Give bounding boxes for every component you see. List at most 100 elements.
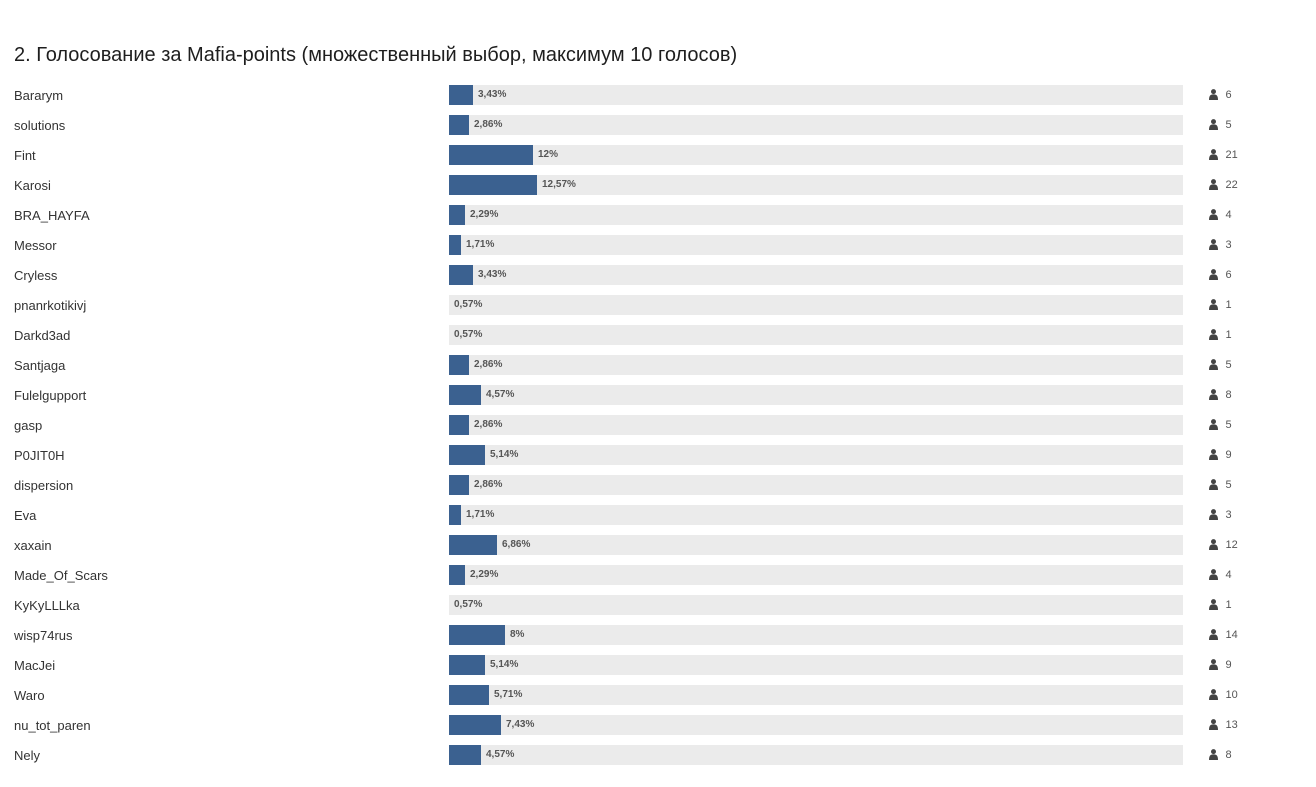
poll-option-label: Eva (14, 508, 37, 523)
poll-option-label: dispersion (14, 478, 74, 493)
user-icon (1209, 149, 1218, 161)
poll-option-row[interactable]: Bararym 3,43% 6 (0, 84, 1316, 114)
poll-option-row[interactable]: solutions 2,86% 5 (0, 114, 1316, 144)
user-icon (1209, 659, 1218, 671)
vote-count-value: 1 (1225, 298, 1232, 311)
poll-bar-track: 7,43% (449, 715, 1183, 735)
poll-option-label: Darkd3ad (14, 328, 71, 343)
poll-bar-track: 3,43% (449, 85, 1183, 105)
poll-percent: 5,14% (490, 659, 519, 670)
user-icon (1209, 599, 1218, 611)
user-icon (1209, 419, 1218, 431)
poll-bar-fill (449, 205, 465, 225)
vote-count-value: 6 (1225, 268, 1232, 281)
poll-bar-track: 5,14% (449, 655, 1183, 675)
poll-option-row[interactable]: Santjaga 2,86% 5 (0, 354, 1316, 384)
user-icon (1209, 299, 1218, 311)
vote-count-value: 9 (1225, 658, 1232, 671)
poll-bar-fill (449, 235, 461, 255)
poll-option-row[interactable]: Nely 4,57% 8 (0, 744, 1316, 774)
poll-bar-fill (449, 415, 469, 435)
poll-bar-fill (449, 115, 469, 135)
vote-count-value: 10 (1225, 688, 1238, 701)
poll-option-row[interactable]: BRA_HAYFA 2,29% 4 (0, 204, 1316, 234)
poll-percent: 8% (510, 629, 525, 640)
poll-percent: 2,86% (474, 119, 503, 130)
poll-percent: 3,43% (478, 89, 507, 100)
poll-bar-track: 2,29% (449, 205, 1183, 225)
poll-percent: 2,29% (470, 569, 499, 580)
poll-vote-count: 8 (1209, 386, 1232, 402)
poll-option-row[interactable]: nu_tot_paren 7,43% 13 (0, 714, 1316, 744)
user-icon (1209, 539, 1218, 551)
user-icon (1209, 449, 1218, 461)
vote-count-value: 1 (1225, 328, 1232, 341)
poll-title: 2. Голосование за Mafia-points (множеств… (14, 44, 738, 66)
poll-percent: 0,57% (454, 599, 483, 610)
user-icon (1209, 479, 1218, 491)
poll-option-row[interactable]: Fulelgupport 4,57% 8 (0, 384, 1316, 414)
poll-vote-count: 1 (1209, 596, 1232, 612)
poll-bar-fill (449, 145, 533, 165)
poll-option-row[interactable]: gasp 2,86% 5 (0, 414, 1316, 444)
poll-option-row[interactable]: Messor 1,71% 3 (0, 234, 1316, 264)
poll-bar-track: 2,29% (449, 565, 1183, 585)
poll-option-label: Messor (14, 238, 57, 253)
poll-vote-count: 6 (1209, 266, 1232, 282)
poll-option-row[interactable]: dispersion 2,86% 5 (0, 474, 1316, 504)
poll-option-label: Fint (14, 148, 36, 163)
poll-option-label: nu_tot_paren (14, 718, 91, 733)
poll-vote-count: 4 (1209, 206, 1232, 222)
poll-bar-fill (449, 385, 481, 405)
poll-bar-track: 0,57% (449, 595, 1183, 615)
poll-bar-fill (449, 565, 465, 585)
poll-bar-track: 0,57% (449, 295, 1183, 315)
poll-option-row[interactable]: P0JIT0H 5,14% 9 (0, 444, 1316, 474)
poll-bar-fill (449, 265, 473, 285)
poll-percent: 12,57% (542, 179, 576, 190)
poll-bar-fill (449, 655, 485, 675)
vote-count-value: 3 (1225, 238, 1232, 251)
vote-count-value: 5 (1225, 478, 1232, 491)
poll-option-row[interactable]: Waro 5,71% 10 (0, 684, 1316, 714)
vote-count-value: 14 (1225, 628, 1238, 641)
poll-option-label: solutions (14, 118, 66, 133)
poll-bar-track: 12% (449, 145, 1183, 165)
poll-percent: 6,86% (502, 539, 531, 550)
poll-percent: 1,71% (466, 239, 495, 250)
poll-bar-fill (449, 685, 489, 705)
poll-option-row[interactable]: xaxain 6,86% 12 (0, 534, 1316, 564)
poll-bar-track: 1,71% (449, 505, 1183, 525)
vote-count-value: 5 (1225, 418, 1232, 431)
poll-option-label: P0JIT0H (14, 448, 65, 463)
vote-count-value: 5 (1225, 358, 1232, 371)
poll-option-row[interactable]: Made_Of_Scars 2,29% 4 (0, 564, 1316, 594)
poll-option-row[interactable]: wisp74rus 8% 14 (0, 624, 1316, 654)
vote-count-value: 5 (1225, 118, 1232, 131)
poll-option-row[interactable]: Cryless 3,43% 6 (0, 264, 1316, 294)
poll-option-row[interactable]: MacJei 5,14% 9 (0, 654, 1316, 684)
poll-option-row[interactable]: pnanrkotikivj 0,57% 1 (0, 294, 1316, 324)
poll-option-row[interactable]: Karosi 12,57% 22 (0, 174, 1316, 204)
poll-option-label: Bararym (14, 88, 64, 103)
vote-count-value: 12 (1225, 538, 1238, 551)
vote-count-value: 22 (1225, 178, 1238, 191)
poll-bar-fill (449, 745, 481, 765)
user-icon (1209, 359, 1218, 371)
poll-bar-fill (449, 715, 501, 735)
poll-option-row[interactable]: Eva 1,71% 3 (0, 504, 1316, 534)
poll-vote-count: 1 (1209, 296, 1232, 312)
poll-bar-track: 2,86% (449, 355, 1183, 375)
poll-vote-count: 3 (1209, 236, 1232, 252)
poll-bar-track: 12,57% (449, 175, 1183, 195)
poll-option-row[interactable]: KyKyLLLka 0,57% 1 (0, 594, 1316, 624)
poll-bar-track: 5,14% (449, 445, 1183, 465)
poll-vote-count: 10 (1209, 686, 1238, 702)
user-icon (1209, 239, 1218, 251)
poll-vote-count: 12 (1209, 536, 1238, 552)
poll-option-row[interactable]: Fint 12% 21 (0, 144, 1316, 174)
poll-bar-fill (449, 175, 537, 195)
poll-option-row[interactable]: Darkd3ad 0,57% 1 (0, 324, 1316, 354)
poll-vote-count: 5 (1209, 116, 1232, 132)
